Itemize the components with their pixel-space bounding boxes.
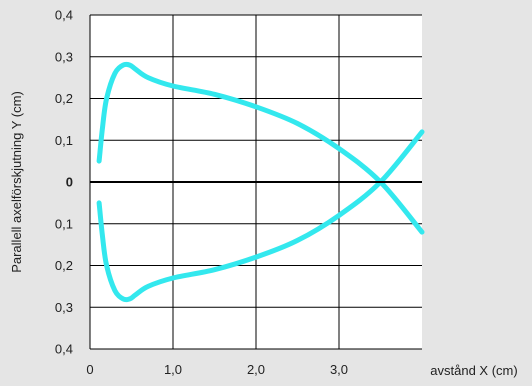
y-tick-label: 0,1 — [55, 216, 73, 231]
y-tick-label: 0,2 — [55, 91, 73, 106]
x-tick-label: 2,0 — [247, 362, 265, 377]
series-line-1 — [96, 61, 425, 235]
y-tick-label: 0,3 — [55, 49, 73, 64]
x-axis-title: avstånd X (cm) — [430, 363, 517, 378]
tick-labels: 0 1,0 2,0 3,0 0,4 0,3 0,2 0,1 0 0,1 0,2 0,3 0,4 — [55, 8, 348, 378]
y-tick-label: 0,4 — [55, 8, 73, 23]
y-tick-label: 0,1 — [55, 133, 73, 148]
y-tick-label: 0,2 — [55, 258, 73, 273]
series-line-2 — [96, 129, 425, 303]
y-axis-title: Parallell axelförskjutning Y (cm) — [9, 91, 24, 273]
axes — [89, 14, 422, 350]
y-tick-label: 0,4 — [55, 342, 73, 357]
y-tick-label: 0 — [66, 175, 73, 190]
x-tick-label: 1,0 — [164, 362, 182, 377]
series-layer — [96, 61, 425, 303]
x-tick-label: 0 — [86, 362, 93, 377]
x-tick-label: 3,0 — [330, 362, 348, 377]
y-tick-label: 0,3 — [55, 300, 73, 315]
